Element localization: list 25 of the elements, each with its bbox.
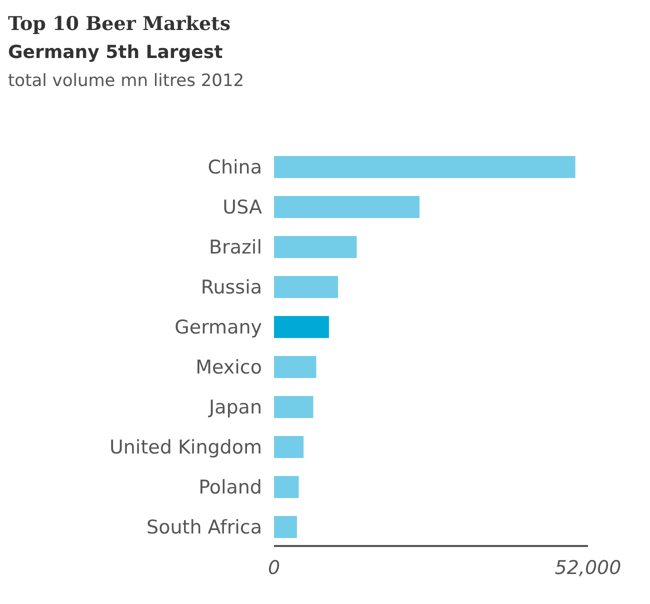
- bar: [274, 196, 420, 218]
- text: total volume mn litres 2012: [8, 71, 244, 91]
- x-tick-label: 52,000: [554, 557, 622, 579]
- bar: [274, 476, 299, 498]
- y-tick-label: Germany: [174, 316, 262, 339]
- y-tick-label: United Kingdom: [109, 436, 262, 459]
- y-tick-label: South Africa: [146, 516, 262, 539]
- text: Germany 5th Largest: [8, 42, 224, 63]
- bar: [274, 276, 338, 298]
- y-tick-label: Poland: [198, 476, 262, 499]
- bar: [274, 156, 576, 178]
- bar: [274, 436, 304, 458]
- bar: [274, 516, 297, 538]
- bar: [274, 356, 316, 378]
- bar: [274, 396, 314, 418]
- y-tick-label: Japan: [208, 396, 262, 419]
- y-tick-label: Russia: [200, 276, 262, 299]
- bar: [274, 316, 329, 338]
- y-tick-label: USA: [222, 196, 262, 219]
- text: Top 10 Beer Markets: [8, 13, 231, 35]
- y-tick-label: China: [208, 156, 262, 179]
- bar: [274, 236, 357, 258]
- x-tick-label: 0: [268, 557, 280, 579]
- y-tick-label: Brazil: [208, 236, 262, 259]
- y-tick-label: Mexico: [196, 356, 262, 379]
